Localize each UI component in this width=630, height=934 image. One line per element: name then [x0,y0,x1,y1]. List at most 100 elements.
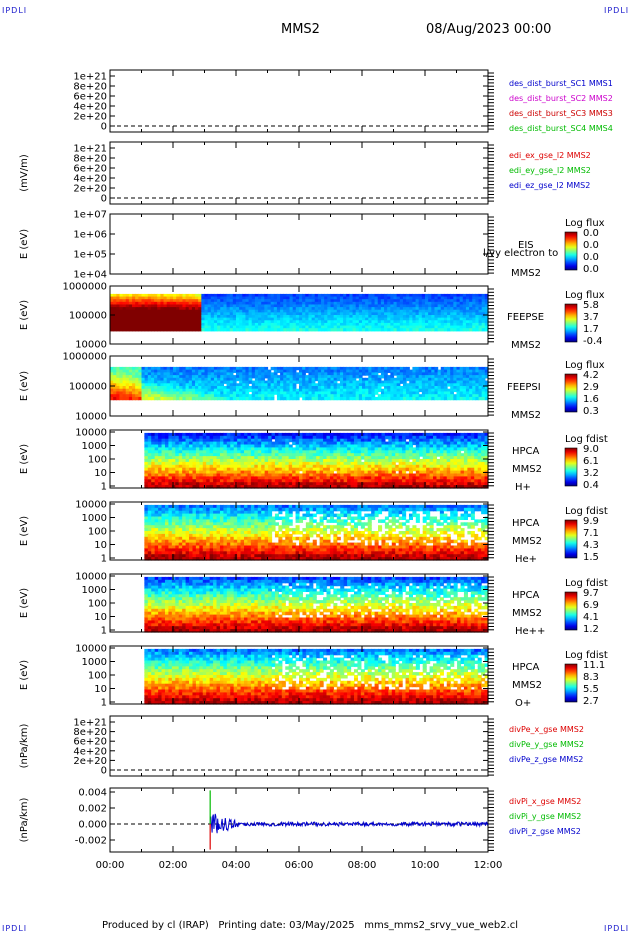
spacecraft-label: MMS2 [512,464,542,475]
colorbar-title: Log fdist [565,650,608,661]
corner-label-bottom-left: IPDLI [2,924,28,933]
ytick-label: 1e+21 [73,718,107,729]
ytick-label: 1e+05 [73,250,107,261]
spectrogram-feeps-e [110,293,489,332]
colorbar-tick: 0.0 [583,228,599,239]
overlay-label: l/vy electron to [483,248,558,259]
ytick-label: 8e+20 [73,154,107,165]
ytick-label: 1 [101,626,107,637]
colorbar-tick: 6.1 [583,456,599,467]
legend-entry: edi_ex_gse_l2 MMS2 [509,151,591,160]
legend-entry: edi_ez_gse_l2 MMS2 [509,181,590,190]
colorbar [564,519,578,559]
colorbar-tick: 5.5 [583,684,599,695]
ytick-label: 1000 [82,657,107,668]
colorbar-tick: 8.3 [583,672,599,683]
xtick-label: 02:00 [159,860,188,871]
ytick-label: 4e+20 [73,102,107,113]
xtick-label: 12:00 [474,860,503,871]
ylabel-6: E (eV) [19,444,30,474]
species-label: O+ [515,698,531,709]
xtick-label: 06:00 [285,860,314,871]
colorbar-tick: 0.4 [583,480,599,491]
spectrogram-hpca-2 [144,504,489,561]
spectrogram-hpca-3 [144,576,489,633]
colorbar-tick: 1.6 [583,394,599,405]
colorbar-title: Log fdist [565,578,608,589]
colorbar-tick: 1.2 [583,624,599,635]
colorbar-tick: 9.9 [583,516,599,527]
xtick-label: 10:00 [411,860,440,871]
ytick-label: 1000 [82,513,107,524]
ytick-label: 1e+06 [73,230,107,241]
ylabel-4: E (eV) [19,300,30,330]
ytick-label: 6e+20 [73,737,107,748]
colorbar-tick: 1.5 [583,552,599,563]
spacecraft-label: MMS2 [512,680,542,691]
colorbar-tick: 3.7 [583,312,599,323]
colorbar-title: Log flux [565,360,605,371]
colorbar-tick: 4.3 [583,540,599,551]
ytick-label: 10 [94,540,107,551]
colorbar-tick: -0.4 [583,336,603,347]
species-label: He+ [515,554,537,565]
series-divpi-z [210,813,489,834]
colorbar-tick: 1.7 [583,324,599,335]
instrument-label: HPCA [512,662,540,673]
ytick-label: 0.004 [78,788,107,799]
spectrogram-hpca-4 [144,648,489,705]
ytick-label: 1 [101,554,107,565]
colorbar-tick: 4.1 [583,612,599,623]
colorbar-title: Log flux [565,290,605,301]
panel-frame-3 [109,213,489,275]
panel-frame-1 [109,69,489,133]
ytick-label: 10000 [75,572,107,583]
ylabel-5: E (eV) [19,371,30,401]
ylabel-11: (nPa/km) [19,798,30,843]
species-label: He++ [515,626,545,637]
ytick-label: 10000 [75,428,107,439]
ytick-label: 8e+20 [73,82,107,93]
footer-produced-by: Produced by cl (IRAP) [102,920,209,931]
spectrogram-feeps-i [110,366,489,401]
ytick-label: 0.002 [78,804,107,815]
ytick-label: 1000000 [62,352,107,363]
instrument-label: FEEPSI [507,382,541,393]
instrument-label: FEEPSE [507,312,544,323]
legend-entry: divPe_x_gse MMS2 [509,725,584,734]
ytick-label: 10000 [75,412,107,423]
colorbar-title: Log flux [565,218,605,229]
colorbar [564,231,578,271]
colorbar-tick: 5.8 [583,300,599,311]
ytick-label: 10000 [75,340,107,351]
ytick-label: 1000 [82,585,107,596]
ytick-label: 1e+21 [73,72,107,83]
ytick-label: 1e+07 [73,210,107,221]
colorbar-title: Log fdist [565,434,608,445]
ytick-label: 2e+20 [73,184,107,195]
ytick-label: 4e+20 [73,746,107,757]
colorbar [564,663,578,703]
colorbar-tick: 0.0 [583,264,599,275]
ytick-label: 10 [94,684,107,695]
ytick-label: 6e+20 [73,164,107,175]
colorbar-tick: 9.7 [583,588,599,599]
colorbar-tick: 0.0 [583,240,599,251]
ytick-label: 4e+20 [73,174,107,185]
xtick-label: 00:00 [96,860,125,871]
panel-frame-2 [109,141,489,205]
header-date: 08/Aug/2023 00:00 [426,22,552,37]
legend-entry: edi_ey_gse_l2 MMS2 [509,166,591,175]
spacecraft-label: MMS2 [511,268,541,279]
colorbar-tick: 0.0 [583,252,599,263]
ytick-label: 1e+04 [73,270,107,281]
legend-entry: divPe_y_gse MMS2 [509,740,584,749]
ylabel-9: E (eV) [19,660,30,690]
ytick-label: 100 [88,527,107,538]
colorbar-tick: 11.1 [583,660,605,671]
ytick-label: 100 [88,455,107,466]
xtick-label: 08:00 [348,860,377,871]
legend-entry: des_dist_burst_SC2 MMS2 [509,94,613,103]
ytick-label: 6e+20 [73,92,107,103]
